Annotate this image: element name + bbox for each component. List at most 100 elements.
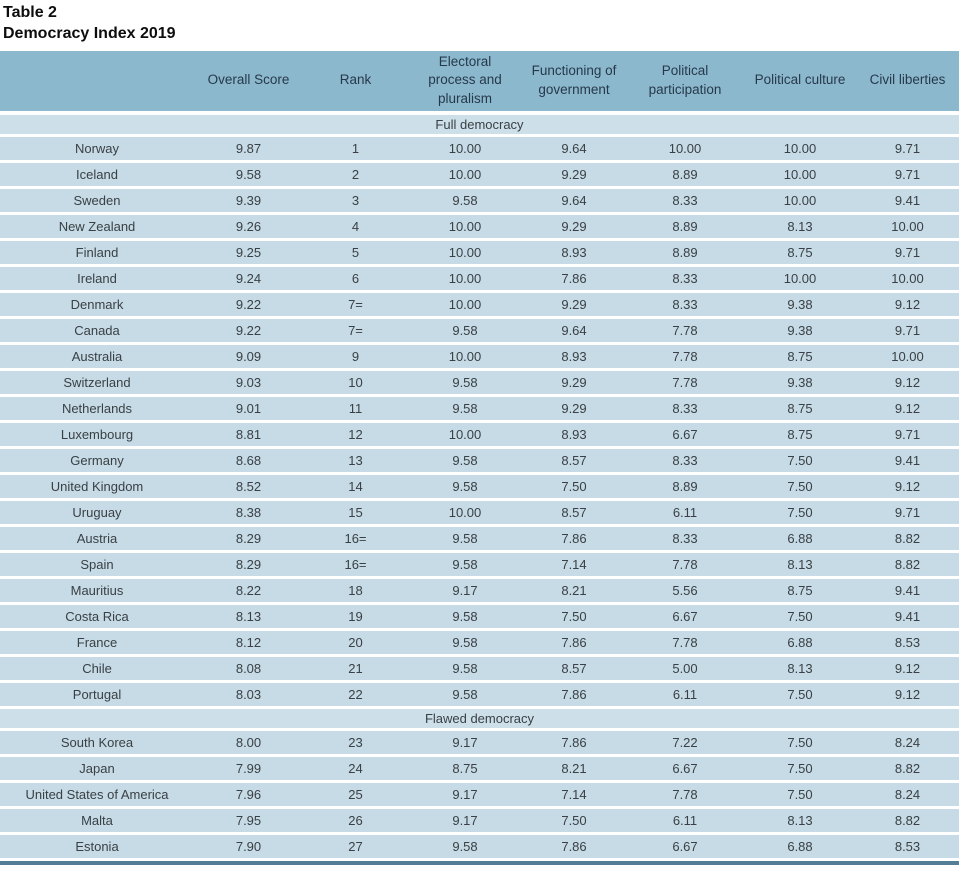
value-cell: 7.95 [194, 808, 303, 835]
table-row: South Korea 8.00 23 9.17 7.86 7.22 7.50 8.24 [0, 730, 959, 757]
country-cell: Chile [0, 656, 194, 683]
value-cell: 8.13 [744, 552, 856, 579]
value-cell: 10.00 [408, 162, 522, 189]
value-cell: 9.58 [408, 682, 522, 709]
country-cell: New Zealand [0, 214, 194, 241]
country-cell: Sweden [0, 188, 194, 215]
value-cell: 7.78 [626, 344, 744, 371]
value-cell: 8.33 [626, 188, 744, 215]
value-cell: 8.82 [856, 526, 959, 553]
value-cell: 7.86 [522, 630, 626, 657]
table-row: France 8.12 20 9.58 7.86 7.78 6.88 8.53 [0, 630, 959, 657]
value-cell: 7.86 [522, 526, 626, 553]
country-cell: Japan [0, 756, 194, 783]
country-cell: Luxembourg [0, 422, 194, 449]
value-cell: 9.41 [856, 604, 959, 631]
value-cell: 10.00 [856, 344, 959, 371]
value-cell: 23 [303, 730, 408, 757]
value-cell: 7.50 [744, 448, 856, 475]
value-cell: 9.29 [522, 214, 626, 241]
value-cell: 10.00 [408, 240, 522, 267]
value-cell: 8.13 [744, 656, 856, 683]
column-header-overall-score: Overall Score [194, 50, 303, 115]
value-cell: 7.86 [522, 730, 626, 757]
country-cell: Iceland [0, 162, 194, 189]
value-cell: 10.00 [408, 292, 522, 319]
value-cell: 8.89 [626, 240, 744, 267]
value-cell: 9.58 [408, 604, 522, 631]
value-cell: 8.00 [194, 730, 303, 757]
country-cell: Malta [0, 808, 194, 835]
value-cell: 7.86 [522, 834, 626, 861]
value-cell: 7.50 [522, 808, 626, 835]
value-cell: 10.00 [744, 162, 856, 189]
value-cell: 9.12 [856, 370, 959, 397]
value-cell: 7= [303, 318, 408, 345]
value-cell: 7.14 [522, 552, 626, 579]
value-cell: 7.50 [744, 474, 856, 501]
value-cell: 9.58 [408, 396, 522, 423]
value-cell: 7.50 [744, 756, 856, 783]
value-cell: 18 [303, 578, 408, 605]
country-cell: United Kingdom [0, 474, 194, 501]
value-cell: 8.38 [194, 500, 303, 527]
value-cell: 8.57 [522, 500, 626, 527]
value-cell: 6 [303, 266, 408, 293]
value-cell: 9.71 [856, 162, 959, 189]
value-cell: 8.93 [522, 422, 626, 449]
section-row: Full democracy [0, 114, 959, 137]
value-cell: 7.50 [744, 500, 856, 527]
value-cell: 7.78 [626, 782, 744, 809]
value-cell: 9.12 [856, 396, 959, 423]
value-cell: 10.00 [744, 188, 856, 215]
country-cell: South Korea [0, 730, 194, 757]
table-row: Netherlands 9.01 11 9.58 9.29 8.33 8.75 9.12 [0, 396, 959, 423]
value-cell: 7.78 [626, 552, 744, 579]
value-cell: 8.81 [194, 422, 303, 449]
table-row: Estonia 7.90 27 9.58 7.86 6.67 6.88 8.53 [0, 834, 959, 861]
table-row: Sweden 9.39 3 9.58 9.64 8.33 10.00 9.41 [0, 188, 959, 215]
value-cell: 8.24 [856, 782, 959, 809]
country-cell: Mauritius [0, 578, 194, 605]
democracy-index-table: Overall Score Rank Electoral process and… [0, 50, 959, 861]
country-cell: Spain [0, 552, 194, 579]
value-cell: 9.22 [194, 292, 303, 319]
table-row: United Kingdom 8.52 14 9.58 7.50 8.89 7.50 9.12 [0, 474, 959, 501]
value-cell: 9.41 [856, 448, 959, 475]
value-cell: 9.39 [194, 188, 303, 215]
country-cell: Germany [0, 448, 194, 475]
value-cell: 9.71 [856, 422, 959, 449]
table-row: New Zealand 9.26 4 10.00 9.29 8.89 8.13 10.00 [0, 214, 959, 241]
value-cell: 9.25 [194, 240, 303, 267]
value-cell: 27 [303, 834, 408, 861]
value-cell: 7.78 [626, 318, 744, 345]
table-row: Switzerland 9.03 10 9.58 9.29 7.78 9.38 9.12 [0, 370, 959, 397]
value-cell: 9.58 [408, 552, 522, 579]
value-cell: 9.58 [408, 188, 522, 215]
value-cell: 10.00 [626, 136, 744, 163]
table-row: Norway 9.87 1 10.00 9.64 10.00 10.00 9.71 [0, 136, 959, 163]
value-cell: 9.58 [408, 474, 522, 501]
value-cell: 8.52 [194, 474, 303, 501]
value-cell: 10.00 [856, 214, 959, 241]
table-row: Ireland 9.24 6 10.00 7.86 8.33 10.00 10.00 [0, 266, 959, 293]
value-cell: 26 [303, 808, 408, 835]
value-cell: 9.12 [856, 682, 959, 709]
value-cell: 8.33 [626, 292, 744, 319]
value-cell: 6.11 [626, 682, 744, 709]
value-cell: 9.58 [408, 834, 522, 861]
value-cell: 15 [303, 500, 408, 527]
value-cell: 14 [303, 474, 408, 501]
value-cell: 8.03 [194, 682, 303, 709]
value-cell: 5.56 [626, 578, 744, 605]
value-cell: 10.00 [408, 344, 522, 371]
country-cell: Netherlands [0, 396, 194, 423]
value-cell: 6.88 [744, 834, 856, 861]
value-cell: 7.90 [194, 834, 303, 861]
table-row: Germany 8.68 13 9.58 8.57 8.33 7.50 9.41 [0, 448, 959, 475]
country-cell: Canada [0, 318, 194, 345]
country-cell: Portugal [0, 682, 194, 709]
country-cell: Estonia [0, 834, 194, 861]
value-cell: 8.82 [856, 808, 959, 835]
